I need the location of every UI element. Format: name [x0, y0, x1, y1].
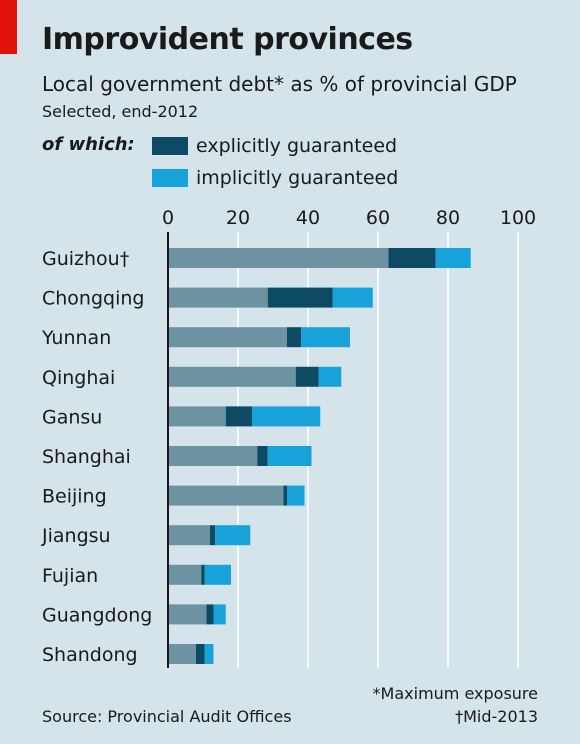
x-tick-label-60: 60 — [366, 207, 390, 229]
legend-item-implicit: implicitly guaranteed — [152, 166, 398, 190]
category-label-shanghai: Shanghai — [42, 446, 131, 468]
category-label-chongqing: Chongqing — [42, 288, 144, 310]
bar-shandong-explicit — [196, 644, 205, 664]
bar-jiangsu-explicit — [210, 525, 216, 546]
bar-qinghai-implicit — [318, 366, 342, 387]
category-label-beijing: Beijing — [42, 486, 107, 508]
category-label-jiangsu: Jiangsu — [41, 525, 111, 547]
bar-guizhou-direct — [168, 248, 389, 268]
red-tag-decoration — [0, 0, 17, 54]
category-label-yunnan: Yunnan — [41, 327, 111, 349]
bar-shanghai-implicit — [267, 446, 312, 466]
footnote-maximum-exposure: *Maximum exposure — [372, 684, 538, 703]
x-tick-label-100: 100 — [500, 207, 536, 229]
legend-swatch-explicit — [152, 137, 188, 155]
bar-fujian-explicit — [201, 564, 205, 585]
bar-jiangsu-direct — [168, 525, 210, 546]
bar-qinghai-direct — [168, 366, 296, 387]
bar-beijing-explicit — [283, 485, 287, 506]
chart-title: Improvident provinces — [42, 22, 413, 57]
bar-beijing-implicit — [287, 485, 305, 506]
x-tick-label-0: 0 — [162, 207, 174, 229]
category-label-fujian: Fujian — [42, 565, 98, 587]
source-note: Source: Provincial Audit Offices — [42, 707, 292, 726]
category-label-guangdong: Guangdong — [42, 604, 152, 626]
bar-yunnan-explicit — [287, 327, 301, 348]
bar-gansu-implicit — [252, 406, 321, 427]
bar-jiangsu-implicit — [215, 525, 251, 546]
category-label-guizhou: Guizhou† — [42, 248, 129, 270]
bar-qinghai-explicit — [295, 366, 319, 387]
legend-swatch-implicit — [152, 169, 188, 187]
bar-gansu-direct — [168, 406, 226, 427]
bar-guizhou-explicit — [388, 248, 436, 268]
legend-label-implicit: implicitly guaranteed — [196, 167, 399, 189]
bar-guangdong-explicit — [206, 604, 214, 625]
bar-fujian-implicit — [204, 564, 231, 585]
chart-subnote: Selected, end-2012 — [42, 102, 199, 121]
legend-label-explicit: explicitly guaranteed — [196, 135, 398, 157]
category-label-qinghai: Qinghai — [42, 367, 115, 389]
legend-lead: of which: — [42, 134, 135, 155]
bar-gansu-explicit — [225, 406, 252, 427]
bar-shanghai-direct — [168, 446, 258, 466]
x-tick-label-40: 40 — [296, 207, 320, 229]
chart-subtitle: Local government debt* as % of provincia… — [42, 72, 517, 96]
bar-shandong-implicit — [204, 644, 214, 664]
legend-item-explicit: explicitly guaranteed — [152, 134, 397, 158]
bar-guangdong-implicit — [213, 604, 226, 625]
category-label-gansu: Gansu — [42, 406, 102, 428]
bar-shanghai-explicit — [257, 446, 268, 466]
bar-chongqing-explicit — [267, 287, 333, 308]
bar-chongqing-implicit — [332, 287, 373, 308]
bar-beijing-direct — [168, 485, 284, 506]
bar-shandong-direct — [168, 644, 196, 664]
bar-yunnan-direct — [168, 327, 287, 348]
bar-guangdong-direct — [168, 604, 207, 625]
x-tick-label-80: 80 — [436, 207, 460, 229]
bar-chongqing-direct — [168, 287, 268, 308]
footnote-mid-2013: †Mid-2013 — [455, 707, 538, 726]
bar-yunnan-implicit — [301, 327, 350, 348]
bar-guizhou-implicit — [435, 248, 471, 268]
category-label-shandong: Shandong — [42, 644, 138, 666]
x-tick-label-20: 20 — [226, 207, 250, 229]
bar-fujian-direct — [168, 564, 202, 585]
